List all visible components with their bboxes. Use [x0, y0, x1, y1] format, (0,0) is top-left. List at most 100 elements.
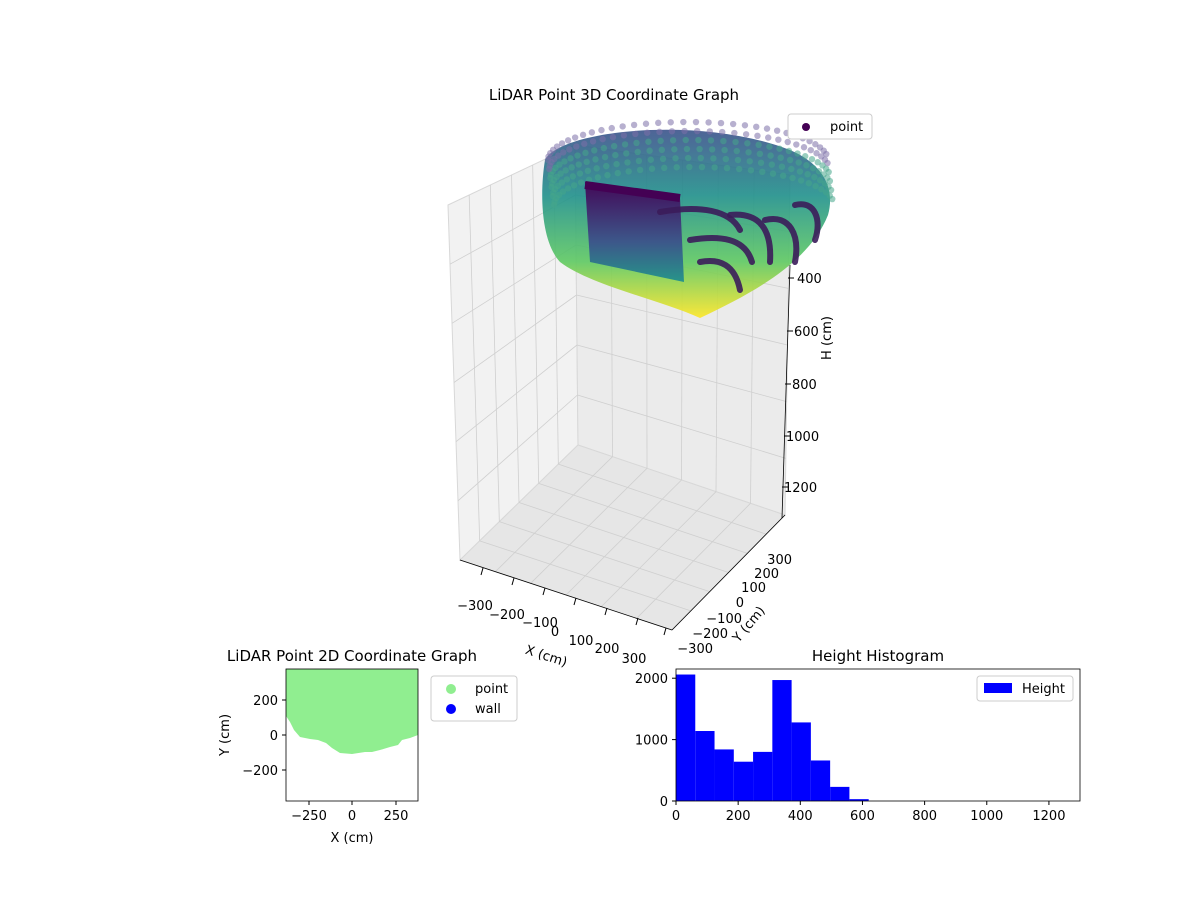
plot2d-title: LiDAR Point 2D Coordinate Graph: [227, 647, 477, 665]
point-cloud-edge: [584, 181, 681, 202]
point-marker: [575, 161, 582, 168]
point-marker: [793, 141, 800, 148]
point-marker: [811, 173, 818, 181]
point-marker: [604, 171, 611, 179]
point-marker: [564, 137, 572, 144]
point-marker: [778, 163, 786, 170]
point-marker: [711, 164, 718, 171]
plot3d-z-tick-label: 1000: [786, 430, 819, 445]
point-marker: [669, 137, 677, 144]
plot3d-z-axis-line: [781, 264, 791, 519]
point-cloud-arc: [687, 234, 755, 265]
point-marker: [661, 164, 668, 172]
histogram-bar: [849, 799, 869, 801]
point-marker: [695, 136, 702, 144]
point-cloud-bowl: [542, 129, 831, 318]
histogram-bar: [676, 674, 696, 801]
point-marker: [729, 120, 737, 128]
point-marker: [763, 125, 771, 132]
point-marker: [756, 150, 764, 158]
point-marker: [812, 182, 819, 190]
histogram-x-tick-label: 600: [850, 809, 875, 824]
point-marker: [591, 147, 598, 154]
point-marker: [795, 159, 802, 166]
histogram-legend-label: Height: [1022, 682, 1065, 697]
plot3d-y-tick-label: −100: [706, 612, 742, 627]
point-marker: [673, 164, 680, 171]
histogram-y-ticks: 0 1000 2000: [635, 672, 676, 810]
plot3d-x-tick-mark: [663, 627, 667, 636]
point-marker: [731, 129, 738, 137]
point-marker: [634, 148, 641, 156]
point-marker: [657, 137, 664, 145]
plot3d-x-axis-line: [459, 559, 673, 631]
point-marker: [710, 155, 717, 162]
point-marker: [812, 141, 819, 148]
point-marker: [804, 171, 811, 178]
plot3d-legend: point: [787, 113, 873, 140]
point-marker: [583, 158, 590, 166]
point-marker: [683, 145, 691, 153]
point-marker: [735, 165, 743, 173]
point-marker: [821, 180, 829, 187]
point-marker: [767, 152, 774, 159]
histogram-bar: [810, 760, 831, 801]
point-marker: [574, 152, 581, 159]
point-marker: [655, 119, 662, 127]
point-marker: [807, 146, 814, 154]
point-marker: [671, 146, 678, 153]
point-marker: [786, 156, 794, 164]
histogram-bar: [791, 722, 811, 801]
point-marker: [550, 201, 558, 209]
point-marker: [546, 165, 553, 173]
point-marker: [800, 144, 808, 151]
point-marker: [613, 160, 620, 168]
plot3d-y-tick-label: 200: [754, 567, 779, 582]
point-marker: [814, 159, 821, 166]
point-marker: [766, 143, 773, 150]
plot3d-y-axis-line: [671, 514, 786, 631]
point-marker: [684, 154, 692, 162]
point-marker: [717, 119, 725, 127]
histogram-y-tick-label: 1000: [635, 734, 668, 749]
point-marker: [633, 139, 640, 147]
point-marker: [672, 155, 679, 162]
point-marker: [755, 141, 762, 149]
point-marker: [816, 144, 824, 151]
point-marker: [784, 138, 791, 146]
point-marker: [706, 128, 713, 135]
histogram-bar: [830, 786, 850, 801]
plot3d-x-tick-mark: [573, 597, 577, 606]
plot2d-y-tick-label: 200: [253, 694, 278, 709]
point-marker: [668, 128, 676, 135]
point-marker: [680, 118, 687, 126]
point-marker: [593, 165, 600, 172]
point-marker: [630, 121, 638, 129]
histogram-x-tick-label: 1000: [970, 809, 1003, 824]
plot3d-y-tick-label: 100: [741, 581, 766, 596]
point-marker: [598, 126, 605, 134]
point-marker: [588, 129, 596, 136]
point-marker: [815, 168, 823, 175]
plot3d-x-tick-label: 100: [569, 634, 594, 649]
plot2d-x-tick-label: 250: [384, 809, 409, 824]
point-marker: [757, 159, 765, 167]
plot3d-x-ticks: −300 −200 −100 0 100 200 300: [457, 567, 667, 667]
point-marker: [785, 147, 793, 155]
point-marker: [769, 170, 777, 177]
plot3d-z-tick-label: 1200: [784, 481, 817, 496]
histogram-legend: Height: [976, 675, 1074, 702]
point-marker: [558, 140, 566, 147]
point-marker: [645, 138, 652, 145]
plot2d-legend: point wall: [430, 675, 518, 722]
histogram-legend-swatch: [984, 683, 1012, 693]
plot2d-legend-label-point: point: [475, 682, 508, 697]
histogram-x-tick-label: 1200: [1032, 809, 1065, 824]
plot3d-x-tick-label: 300: [622, 652, 647, 667]
point-marker: [813, 150, 820, 157]
point-marker: [601, 153, 609, 161]
point-marker: [642, 120, 650, 127]
point-marker: [682, 136, 689, 144]
plot3d-legend-marker: [802, 123, 810, 131]
plot2d-x-ticks: −250 0 250: [291, 801, 408, 824]
